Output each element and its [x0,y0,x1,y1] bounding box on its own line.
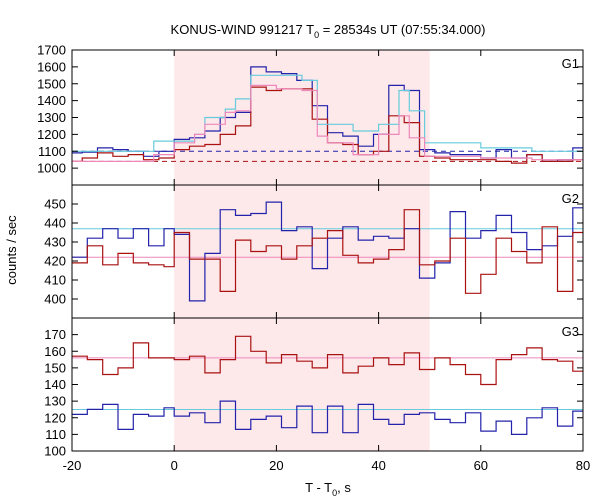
x-axis-label: T - T0, s [305,480,351,498]
y-tick-label: 140 [44,377,66,392]
chart-title-rest: = 28534s UT (07:55:34.000) [319,22,485,37]
y-tick-label: 120 [44,410,66,425]
y-tick-label: 110 [45,427,66,442]
y-tick-label: 160 [44,344,66,359]
shaded-interval [174,50,430,451]
y-tick-label: 150 [44,360,66,375]
x-tick-label: 40 [371,458,385,473]
x-tick-label: 20 [269,458,283,473]
y-tick-label: 1600 [37,59,66,74]
series-g3-red [72,335,583,386]
y-tick-label: 1000 [37,161,66,176]
y-tick-label: 130 [44,394,66,409]
y-tick-label: 440 [44,216,66,231]
series-g1-blue [72,66,583,162]
y-tick-label: 1200 [37,127,66,142]
panel-label: G1 [562,56,579,71]
y-tick-label: 1700 [37,43,66,58]
panel-label: G2 [562,191,579,206]
y-tick-label: 1500 [37,76,66,91]
y-tick-label: 420 [44,254,66,269]
x-tick-label: -20 [63,458,82,473]
y-tick-label: 410 [44,273,66,288]
x-axis-label-sub: 0 [332,488,337,498]
x-tick-label: 80 [576,458,590,473]
series-g3-blue [72,400,583,435]
chart-title-sub: 0 [314,30,319,40]
chart-title-main: KONUS-WIND 991217 T [171,22,315,37]
y-tick-label: 430 [44,235,66,250]
series-g2-red [72,209,583,294]
x-tick-label: 60 [474,458,488,473]
x-axis-label-main: T - T [305,480,332,495]
chart-title: KONUS-WIND 991217 T0 = 28534s UT (07:55:… [171,22,486,40]
y-tick-label: 100 [44,444,66,459]
y-tick-label: 1100 [38,144,66,159]
y-axis-label: counts / sec [4,215,19,285]
series-g1-red [72,86,583,164]
series-g2-blue [72,201,583,302]
x-axis-label-rest: , s [337,480,351,495]
x-tick-label: 0 [171,458,178,473]
y-tick-label: 400 [44,292,66,307]
y-tick-label: 1400 [37,93,66,108]
y-tick-label: 450 [44,197,66,212]
series-g1-pink [72,84,583,162]
panel-label: G3 [562,324,579,339]
y-tick-label: 170 [44,327,66,342]
plot-area: 10001100120013001400150016001700G1400410… [37,43,590,474]
y-tick-label: 1300 [37,110,66,125]
